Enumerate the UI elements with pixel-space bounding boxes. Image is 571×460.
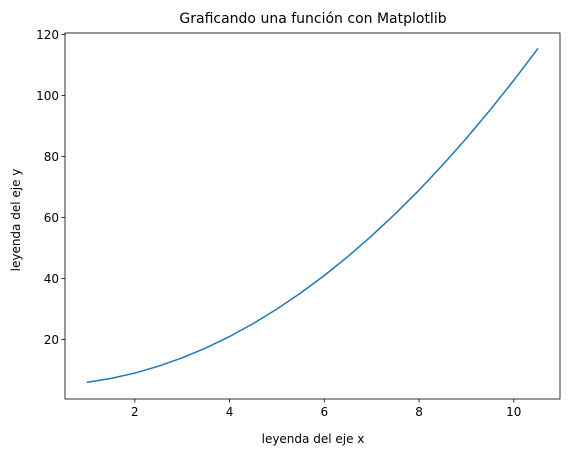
y-tick-label: 40 [44,272,59,286]
x-tick-label: 10 [506,405,521,419]
y-axis-label: leyenda del eje y [9,169,23,272]
plot-area: 2 4 6 8 10 20 40 60 80 100 120 [36,28,561,419]
chart-title: Graficando una función con Matplotlib [179,11,446,27]
y-tick-label: 20 [44,333,59,347]
y-tick-label: 100 [36,89,59,103]
x-tick-label: 4 [226,405,234,419]
x-tick-label: 8 [415,405,423,419]
x-tick-label: 6 [321,405,329,419]
y-tick-label: 80 [44,150,59,164]
axes-frame [64,32,561,400]
y-tick-label: 60 [44,211,59,225]
series-line-0 [86,47,539,384]
x-tick-label: 2 [131,405,139,419]
y-tick-label: 120 [36,28,59,42]
x-axis-label: leyenda del eje x [262,432,365,446]
